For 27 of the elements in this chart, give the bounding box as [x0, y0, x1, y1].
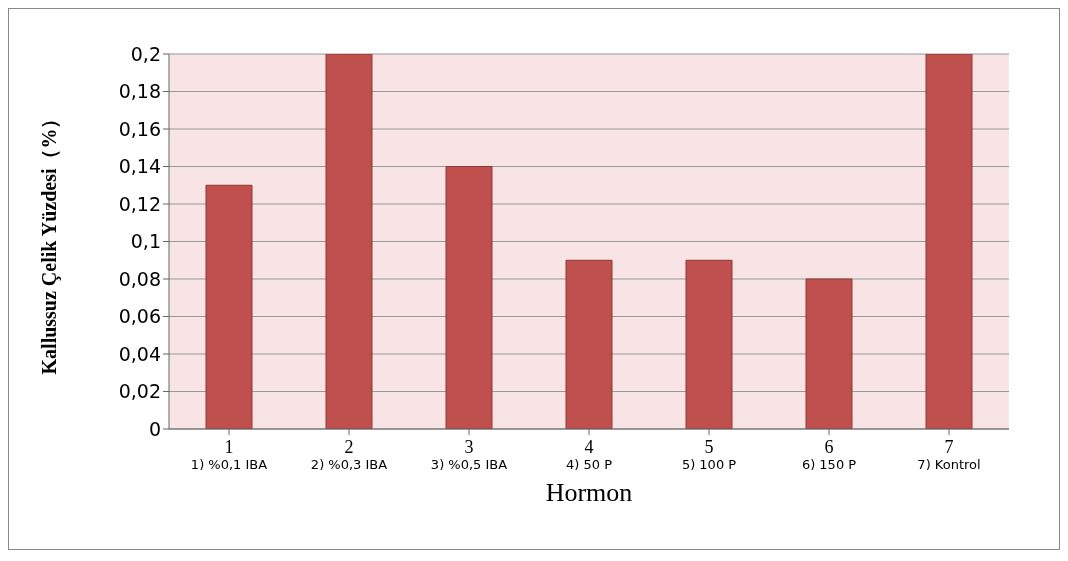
- bar: [925, 54, 973, 429]
- x-tick-label: 3 3) %0,5 IBA: [430, 437, 508, 472]
- y-tick-label: 0,08: [118, 267, 161, 290]
- x-tick-label: 5 5) 100 P: [681, 437, 737, 472]
- y-tick-label: 0,04: [118, 342, 161, 365]
- y-tick-label: 0,1: [130, 230, 161, 253]
- bar: [445, 166, 493, 429]
- x-tick-label: 1 1) %0,1 IBA: [190, 437, 268, 472]
- y-tick-label: 0,18: [118, 80, 161, 103]
- y-tick-label: 0,14: [118, 155, 161, 178]
- x-tick-label: 7 7) Kontrol: [917, 437, 981, 472]
- y-tick-label: 0: [148, 417, 161, 440]
- bar: [205, 184, 253, 429]
- y-tick-label: 0,2: [130, 42, 161, 65]
- bar: [565, 259, 613, 429]
- y-axis-title: Kallussuz Çelik Yüzdesi（%）: [38, 108, 62, 375]
- y-tick-label: 0,16: [118, 117, 161, 140]
- x-tick-label: 2 2) %0,3 IBA: [310, 437, 388, 472]
- x-tick-label: 4 4) 50 P: [566, 437, 613, 472]
- bar: [685, 259, 733, 429]
- x-axis-title: Hormon: [545, 478, 633, 507]
- y-tick-label: 0,12: [118, 192, 161, 215]
- x-tick-label: 6 6) 150 P: [801, 437, 857, 472]
- y-tick-label: 0,06: [118, 305, 161, 328]
- bar: [325, 54, 373, 429]
- y-tick-label: 0,02: [118, 380, 161, 403]
- bar: [805, 278, 853, 429]
